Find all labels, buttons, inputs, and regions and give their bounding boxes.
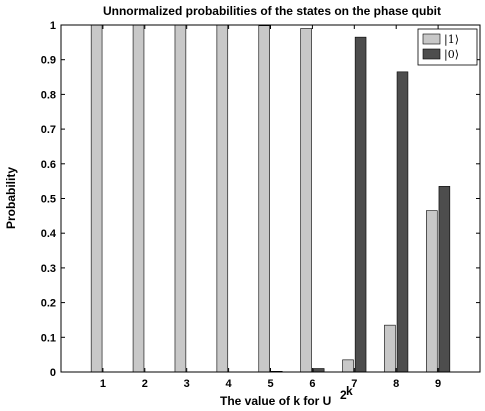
bar-series-2-k7 (354, 36, 367, 373)
bar-series-1-k1 (90, 24, 103, 373)
x-axis-label: The value of k for U 2 k (220, 384, 353, 408)
y-tick-label: 0 (50, 367, 56, 379)
x-tick-label: 6 (309, 378, 315, 390)
y-tick-label: 1 (50, 20, 56, 32)
y-tick-label: 0.6 (41, 159, 56, 171)
axis-ticks: 0 0.1 0.2 0.3 0.4 0.5 0.6 0.7 0.8 0.9 1 1 2 3 4 5 6 7 8 9 (41, 20, 480, 390)
bar-series-2-k8 (396, 71, 409, 373)
x-tick-label: 3 (184, 378, 190, 390)
legend-swatch-2 (422, 48, 441, 60)
chart-title: Unnormalized probabilities of the states… (103, 4, 441, 18)
x-tick-label: 5 (267, 378, 273, 390)
x-axis-label-sup-exp: k (346, 384, 353, 398)
bar-series-1-k5 (258, 25, 270, 373)
bar-series-1-k6 (300, 28, 312, 373)
x-tick-label: 4 (226, 378, 233, 390)
legend-label-1: |1⟩ (444, 33, 459, 47)
bar-series-1-k4 (216, 24, 229, 373)
bar-series-1-k9 (426, 210, 438, 373)
plot-frame (60, 24, 481, 373)
bar-series-1-k3 (174, 24, 187, 373)
bar-series-1-k2 (132, 24, 145, 373)
y-axis-label: Probability (4, 167, 18, 229)
x-tick-label: 2 (142, 378, 148, 390)
x-tick-label: 7 (351, 378, 357, 390)
x-axis-label-main: The value of k for U (220, 394, 331, 408)
x-tick-label: 8 (393, 378, 399, 390)
legend-label-2: |0⟩ (444, 48, 459, 62)
y-tick-label: 0.3 (41, 263, 56, 275)
y-tick-label: 0.8 (41, 89, 56, 101)
bar-series-1-k7 (342, 359, 354, 373)
x-tick-label: 1 (100, 378, 106, 390)
bar-series-2-k6 (312, 368, 325, 373)
bar-series-2-k9 (438, 186, 451, 373)
legend-swatch-1 (422, 33, 441, 45)
legend: |1⟩ |0⟩ (417, 28, 478, 66)
y-tick-label: 0.9 (41, 55, 56, 67)
bar-series-1-k8 (384, 324, 396, 373)
y-tick-label: 0.4 (41, 228, 57, 240)
plot-area (61, 25, 480, 372)
y-tick-label: 0.7 (41, 124, 56, 136)
x-tick-label: 9 (435, 378, 441, 390)
y-tick-label: 0.2 (41, 298, 56, 310)
x-axis-label-sup-base: 2 (340, 388, 347, 402)
y-tick-label: 0.5 (41, 194, 56, 206)
y-tick-label: 0.1 (41, 332, 56, 344)
